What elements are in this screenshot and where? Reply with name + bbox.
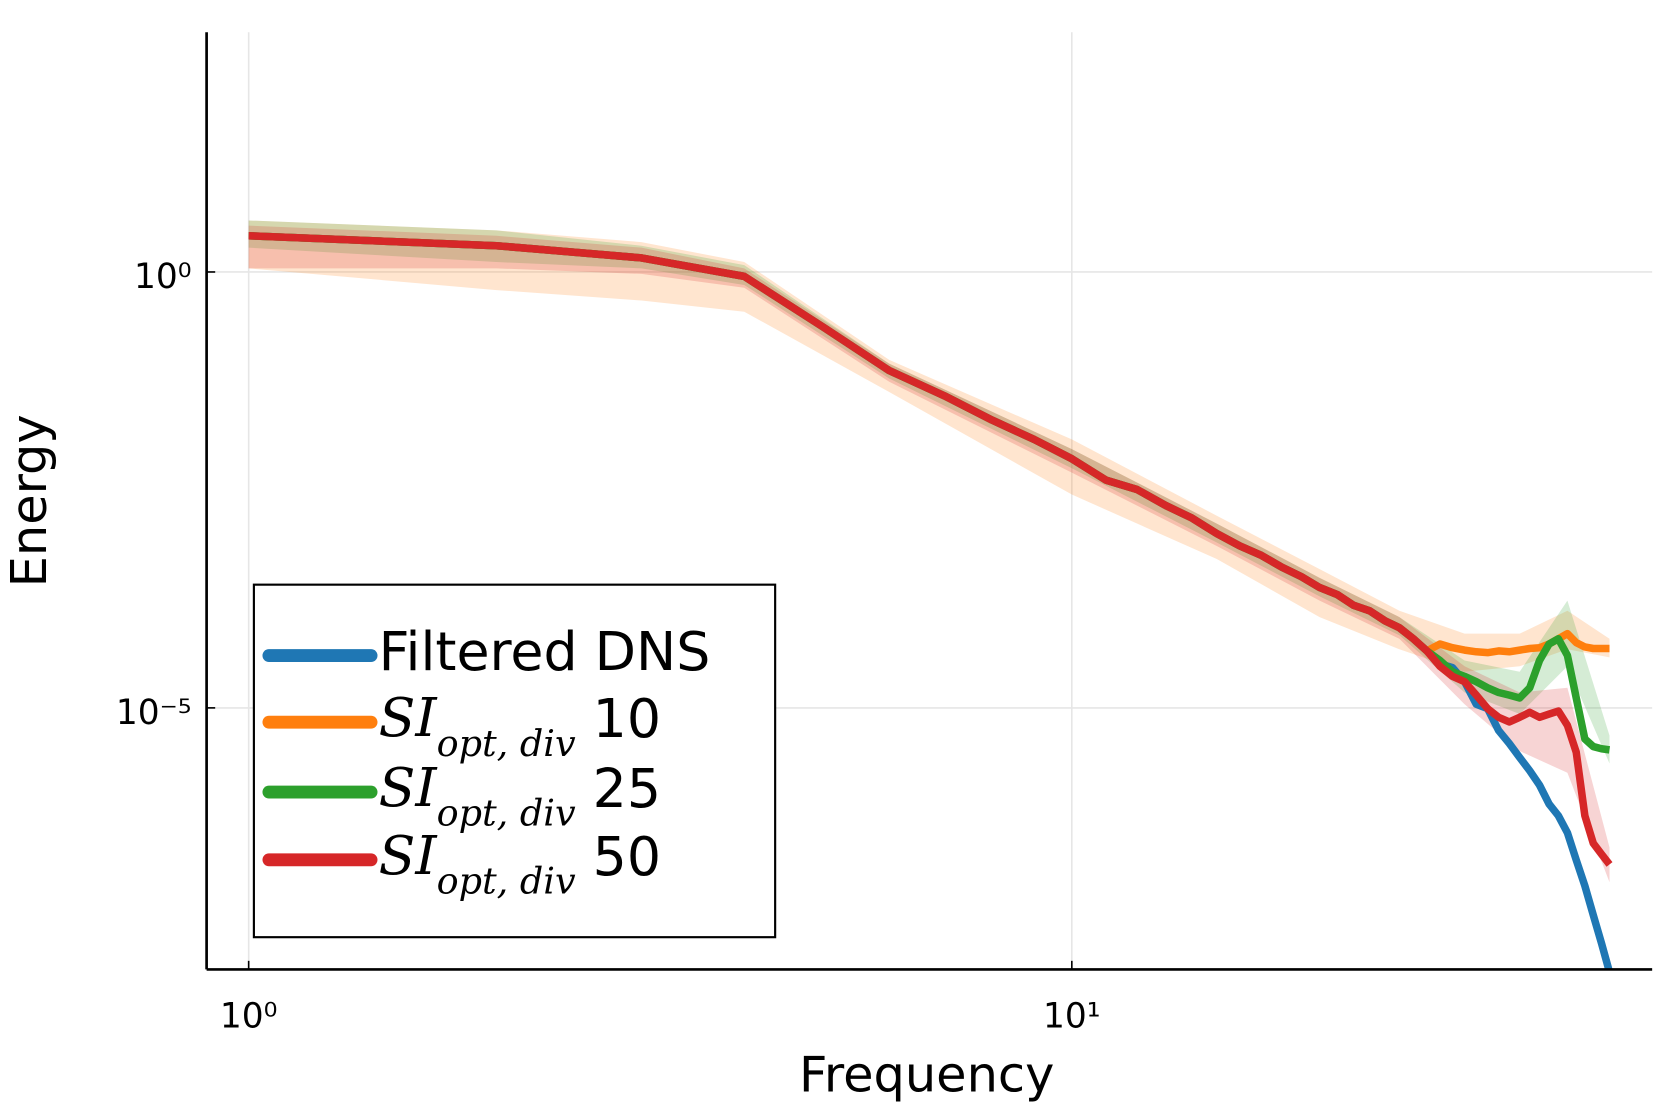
- y-tick-label: 10⁰: [134, 257, 192, 297]
- legend-label: SIopt, div 50: [379, 824, 661, 902]
- y-tick-label: 10⁻⁵: [116, 693, 192, 733]
- y-axis-label: Energy: [0, 414, 58, 587]
- x-tick-label: 10¹: [1043, 996, 1101, 1036]
- legend-box: [252, 583, 777, 939]
- x-axis-label: Frequency: [799, 1045, 1054, 1103]
- legend-label: SIopt, div 10: [379, 686, 661, 764]
- lines: [248, 232, 1613, 970]
- legend-label: SIopt, div 25: [379, 756, 661, 834]
- series-line: [248, 232, 1613, 867]
- legend-label: Filtered DNS: [379, 620, 711, 683]
- axes: [205, 32, 1653, 971]
- x-tick-label: 10⁰: [220, 996, 278, 1036]
